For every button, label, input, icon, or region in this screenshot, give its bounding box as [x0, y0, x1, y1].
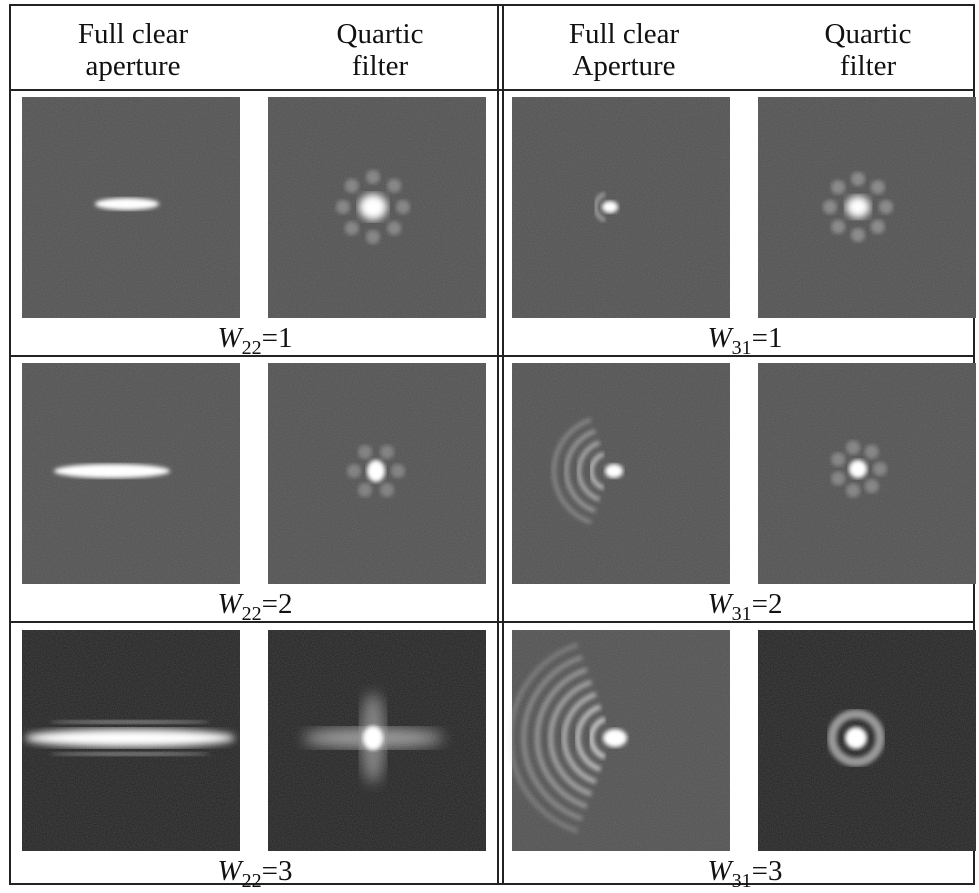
column-header: Aperture — [572, 50, 675, 82]
column-header: filter — [840, 50, 897, 82]
psf-image — [512, 363, 730, 584]
spot — [336, 200, 350, 214]
spot — [605, 464, 623, 478]
spot — [95, 198, 159, 210]
column-header: Quartic — [825, 18, 912, 50]
psf-image — [268, 630, 486, 851]
spot — [50, 752, 210, 756]
psf-image — [22, 97, 240, 318]
spot — [358, 445, 372, 459]
spot — [363, 726, 383, 750]
spot — [865, 479, 879, 493]
caption: W22=2 — [217, 588, 292, 625]
spot — [851, 172, 865, 186]
psf-image — [268, 363, 486, 584]
spot — [380, 445, 394, 459]
psf-image — [22, 630, 240, 851]
spot — [831, 452, 845, 466]
psf-image — [758, 97, 976, 318]
spot — [849, 460, 867, 478]
spot — [345, 179, 359, 193]
spot — [831, 220, 845, 234]
psf-image — [758, 630, 976, 851]
caption-value: =3 — [752, 855, 783, 887]
caption-value: =1 — [262, 322, 293, 354]
spot — [387, 179, 401, 193]
column-header: Full clear — [78, 18, 189, 50]
caption-subscript: 22 — [242, 870, 262, 888]
caption-value: =2 — [752, 588, 783, 620]
psf-image — [510, 630, 730, 851]
spot — [50, 720, 210, 724]
caption: W31=1 — [707, 322, 782, 359]
spot — [603, 729, 627, 747]
caption-value: =2 — [262, 588, 293, 620]
spot — [846, 441, 860, 455]
caption-symbol: W — [217, 588, 244, 620]
spot — [846, 196, 870, 218]
psf-image — [512, 97, 730, 318]
spot — [823, 200, 837, 214]
spot — [359, 194, 387, 220]
caption: W31=3 — [707, 855, 782, 888]
spot — [358, 483, 372, 497]
caption: W31=2 — [707, 588, 782, 625]
caption-subscript: 22 — [242, 603, 262, 625]
column-header: filter — [352, 50, 409, 82]
spot — [396, 200, 410, 214]
spot — [54, 464, 170, 478]
spot — [345, 221, 359, 235]
spot — [367, 460, 385, 482]
image-noise — [758, 363, 976, 584]
caption-symbol: W — [217, 855, 244, 887]
caption: W22=1 — [217, 322, 292, 359]
spot — [602, 201, 618, 213]
caption-symbol: W — [707, 588, 734, 620]
figure: Full clearapertureQuarticfilterFull clea… — [0, 0, 979, 888]
spot — [380, 483, 394, 497]
spot — [366, 170, 380, 184]
caption-symbol: W — [217, 322, 244, 354]
spot — [845, 727, 867, 749]
image-noise — [758, 630, 976, 851]
caption-subscript: 31 — [732, 870, 752, 888]
spot — [851, 228, 865, 242]
caption-subscript: 31 — [732, 603, 752, 625]
spot — [366, 230, 380, 244]
spot — [865, 445, 879, 459]
psf-image — [268, 97, 486, 318]
spot — [873, 462, 887, 476]
psf-image — [758, 363, 976, 584]
spot — [831, 472, 845, 486]
psf-image — [22, 363, 240, 584]
spot — [871, 220, 885, 234]
caption-subscript: 31 — [732, 337, 752, 359]
spot — [831, 180, 845, 194]
caption-value: =3 — [262, 855, 293, 887]
spot — [871, 180, 885, 194]
caption-value: =1 — [752, 322, 783, 354]
spot — [846, 483, 860, 497]
caption-symbol: W — [707, 322, 734, 354]
spot — [879, 200, 893, 214]
spot — [391, 464, 405, 478]
column-header: Quartic — [337, 18, 424, 50]
column-header: Full clear — [569, 18, 680, 50]
caption-symbol: W — [707, 855, 734, 887]
caption-subscript: 22 — [242, 337, 262, 359]
spot — [347, 464, 361, 478]
column-header: aperture — [86, 50, 181, 82]
spot — [25, 729, 235, 747]
caption: W22=3 — [217, 855, 292, 888]
image-noise — [512, 97, 730, 318]
spot — [387, 221, 401, 235]
